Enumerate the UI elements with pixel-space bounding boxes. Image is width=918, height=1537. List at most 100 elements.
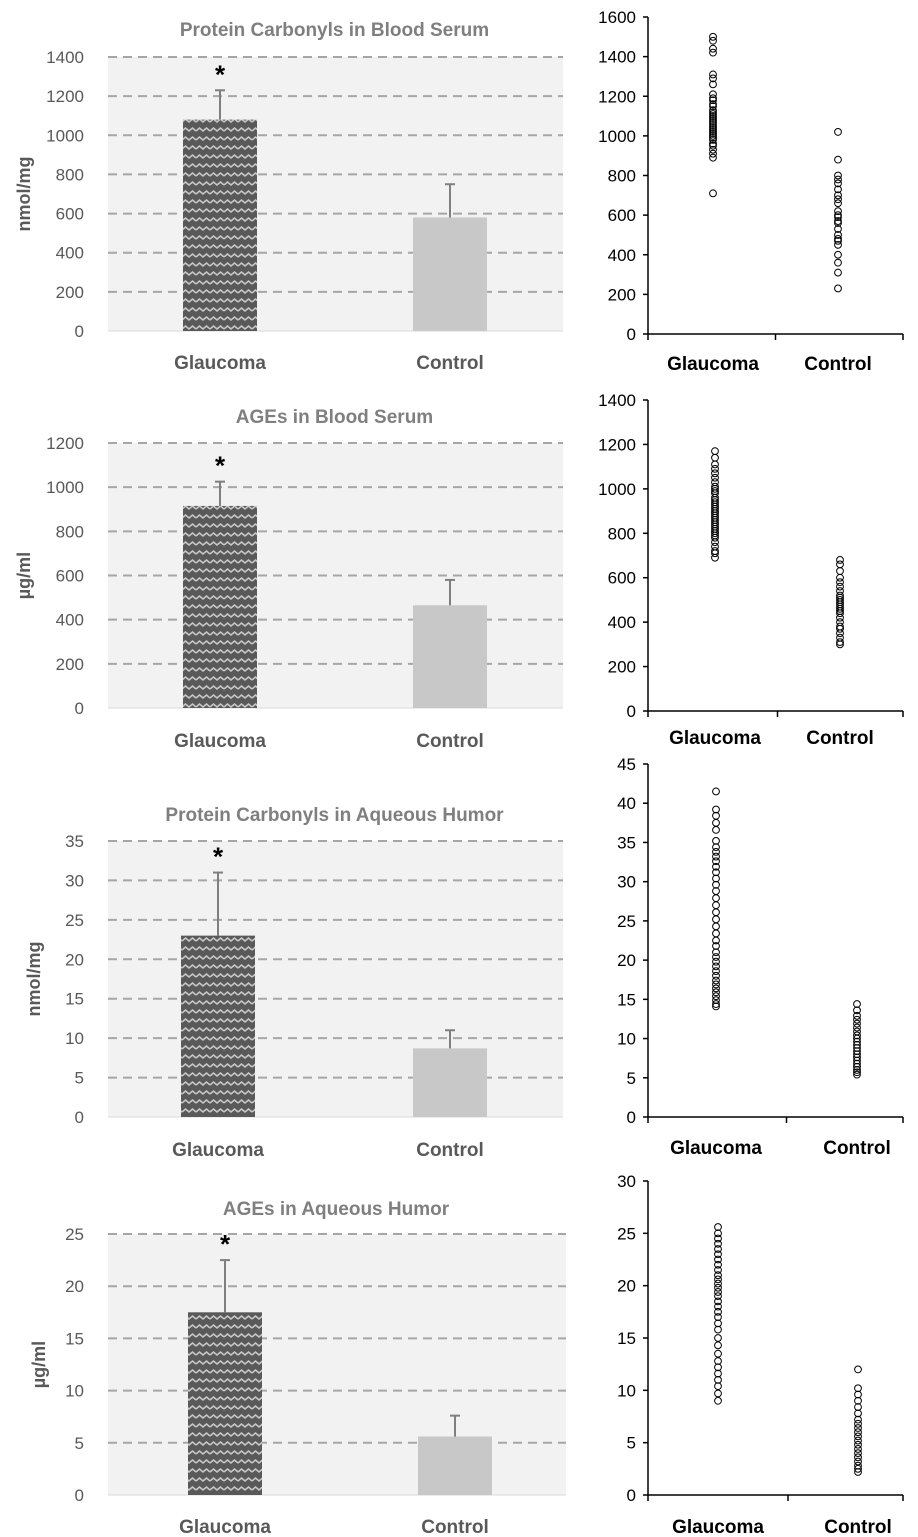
sc3-chart: 0 5 10 15 20 25 30 35 40 45 Glaucoma Control (617, 755, 904, 1159)
bar-control (418, 1436, 492, 1495)
x-category-label: Control (421, 1517, 489, 1537)
scatter-point-control (836, 640, 844, 649)
bar-glaucoma (183, 119, 257, 331)
scatter-point-control (854, 1365, 862, 1374)
scatter-point-glaucoma (709, 124, 717, 132)
scatter-point-control (834, 191, 842, 200)
y-tick-label: 400 (56, 611, 84, 630)
y-tick-label: 25 (617, 912, 636, 931)
scatter-point-glaucoma (712, 942, 720, 950)
y-tick-label: 0 (75, 322, 84, 341)
x-category-label: Control (824, 1517, 892, 1537)
scatter-point-glaucoma (709, 36, 717, 45)
scatter-point-glaucoma (709, 74, 717, 83)
y-tick-label: 1000 (46, 126, 84, 145)
scatter-point-glaucoma (712, 857, 720, 866)
significance-marker: * (220, 1229, 231, 1259)
y-tick-label: 1200 (46, 87, 84, 106)
scatter-point-control (836, 560, 844, 569)
scatter-point-glaucoma (711, 553, 719, 562)
scatter-point-control (854, 1432, 862, 1441)
y-tick-label: 600 (56, 567, 84, 586)
scatter-point-control (854, 1396, 862, 1405)
scatter-point-glaucoma (709, 106, 717, 115)
y-tick-label: 0 (627, 702, 636, 721)
chart-title: Protein Carbonyls in Blood Serum (180, 20, 489, 41)
scatter-point-glaucoma (714, 1396, 722, 1405)
scatter-point-control (853, 1015, 861, 1024)
y-axis-label: nmol/mg (14, 157, 34, 232)
scatter-point-glaucoma (712, 843, 720, 852)
scatter-point-control (853, 1044, 861, 1052)
y-tick-label: 10 (65, 1382, 84, 1401)
y-tick-label: 200 (56, 655, 84, 674)
scatter-point-glaucoma (712, 1002, 720, 1011)
scatter-point-glaucoma (712, 953, 720, 961)
bar1-chart: 0 200 400 600 800 1000 1200 1400 * Glaucoma Contro… (14, 20, 563, 374)
scatter-point-glaucoma (714, 1234, 722, 1243)
scatter-point-control (854, 1461, 862, 1470)
scatter-point-glaucoma (712, 936, 720, 945)
y-tick-label: 20 (617, 1277, 636, 1296)
scatter-point-control (854, 1403, 862, 1411)
y-tick-label: 200 (56, 283, 84, 302)
scatter-point-control (853, 1066, 861, 1074)
scatter-point-control (853, 1050, 861, 1059)
y-tick-label: 30 (65, 871, 84, 890)
scatter-point-glaucoma (712, 880, 720, 889)
scatter-point-control (834, 240, 842, 249)
scatter-point-control (853, 1000, 861, 1008)
scatter-point-glaucoma (709, 116, 717, 124)
bar-glaucoma (181, 935, 255, 1117)
scatter-point-glaucoma (711, 464, 719, 473)
y-tick-label: 0 (627, 1108, 636, 1127)
y-tick-label: 10 (617, 1030, 636, 1049)
scatter-point-control (836, 613, 844, 622)
scatter-point-glaucoma (709, 141, 717, 150)
scatter-point-control (834, 171, 842, 180)
scatter-point-glaucoma (712, 836, 720, 845)
x-category-label: Glaucoma (174, 353, 266, 374)
scatter-point-glaucoma (712, 971, 720, 980)
y-tick-label: 0 (75, 1486, 84, 1505)
scatter-point-glaucoma (714, 1255, 722, 1264)
y-tick-label: 5 (75, 1434, 84, 1453)
scatter-point-control (834, 211, 842, 220)
bar-glaucoma (183, 505, 257, 708)
y-tick-label: 1000 (46, 478, 84, 497)
scatter-point-control (836, 582, 844, 591)
scatter-point-glaucoma (714, 1302, 722, 1311)
scatter-point-control (836, 624, 844, 633)
scatter-point-control (834, 235, 842, 243)
significance-marker: * (213, 842, 224, 872)
y-tick-label: 10 (617, 1381, 636, 1400)
scatter-point-glaucoma (709, 108, 717, 116)
scatter-point-control (853, 1006, 861, 1015)
scatter-point-control (834, 213, 842, 222)
scatter-point-control (854, 1384, 862, 1393)
y-axis-label: µg/ml (29, 1341, 49, 1388)
scatter-point-control (853, 1034, 861, 1043)
bar2-chart: 0 200 400 600 800 1000 1200 * Glaucoma Control AGE… (14, 407, 563, 752)
plot-area (108, 57, 563, 331)
scatter-point-glaucoma (709, 153, 717, 162)
y-axis-label: µg/ml (14, 552, 34, 599)
scatter-point-control (836, 604, 844, 613)
scatter-point-control (854, 1464, 862, 1473)
scatter-point-control (854, 1409, 862, 1418)
scatter-point-glaucoma (709, 120, 717, 128)
scatter-point-glaucoma (711, 453, 719, 462)
y-tick-label: 1400 (598, 48, 636, 67)
scatter-point-glaucoma (712, 967, 720, 975)
y-tick-label: 1400 (46, 48, 84, 67)
y-tick-label: 0 (75, 699, 84, 718)
scatter-point-glaucoma (709, 133, 717, 142)
y-tick-label: 600 (608, 206, 636, 225)
x-category-label: Control (416, 353, 484, 374)
x-category-label: Control (416, 731, 484, 752)
plot-area (108, 1234, 566, 1495)
x-category-label: Glaucoma (174, 731, 266, 752)
y-tick-label: 800 (56, 522, 84, 541)
scatter-point-glaucoma (712, 818, 720, 827)
y-tick-label: 400 (608, 613, 636, 632)
